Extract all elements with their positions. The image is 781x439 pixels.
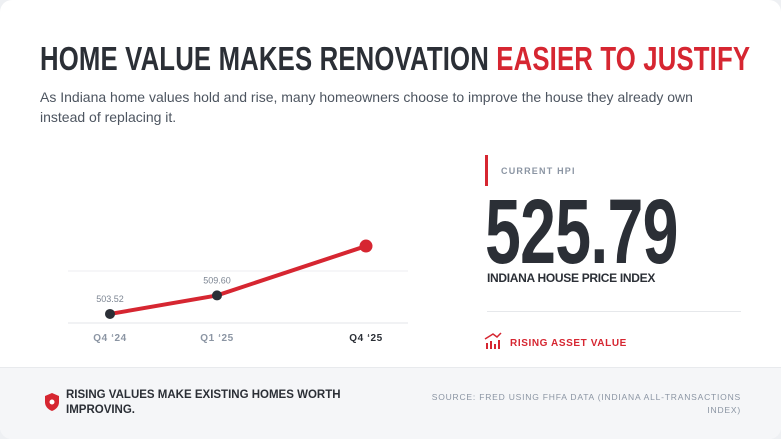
line	[108, 244, 368, 316]
point-label: 509.60	[203, 275, 231, 285]
shield-icon-dot	[49, 399, 55, 405]
x-tick-label: Q4 ‘25	[349, 333, 383, 344]
subtitle: As Indiana home values hold and rise, ma…	[40, 89, 693, 125]
stat-value: 525.79	[485, 181, 678, 283]
footer	[0, 367, 781, 439]
point-label: 503.52	[96, 294, 124, 304]
footer-source: SOURCE: FRED USING FHFA DATA (INDIANA AL…	[431, 392, 741, 415]
title-highlight: EASIER TO JUSTIFY	[496, 40, 751, 77]
point	[359, 239, 373, 253]
footer-note: RISING VALUES MAKE EXISTING HOMES WORTH …	[66, 389, 341, 416]
title-main: HOME VALUE MAKES RENOVATION	[40, 40, 489, 77]
accent-bar	[485, 155, 488, 186]
x-tick-label: Q1 ‘25	[200, 333, 234, 344]
point	[212, 290, 222, 301]
divider	[487, 311, 741, 312]
rising-icon	[484, 332, 502, 349]
point	[105, 308, 115, 319]
x-tick-label: Q4 ‘24	[93, 333, 127, 344]
stat-label: CURRENT HPI	[501, 166, 576, 176]
badge: RISING ASSET VALUE	[510, 338, 627, 349]
stat-caption: INDIANA HOUSE PRICE INDEX	[487, 271, 656, 285]
title: HOME VALUE MAKES RENOVATION EASIER TO JU…	[40, 40, 750, 78]
